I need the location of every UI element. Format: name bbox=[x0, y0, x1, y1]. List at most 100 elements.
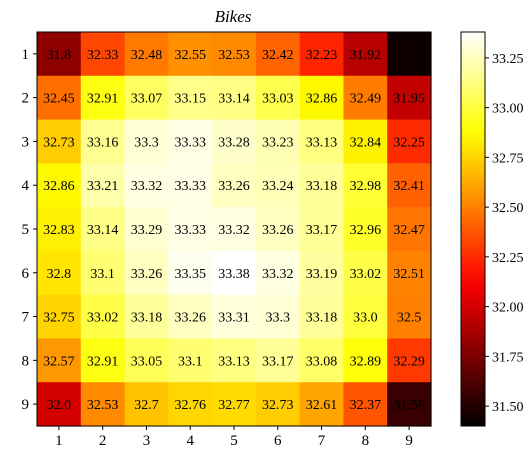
cell-label-r8-c6: 33.17 bbox=[262, 354, 294, 369]
heatmap-cell-r1-c3 bbox=[124, 32, 169, 77]
heatmap-cell-r9-c5 bbox=[212, 382, 257, 427]
heatmap-cell-r9-c1 bbox=[37, 382, 82, 427]
heatmap-cell-r5-c7 bbox=[299, 207, 345, 252]
heatmap-cell-r8-c6 bbox=[255, 338, 301, 383]
colorbar-tick-label-6: 32.75 bbox=[492, 151, 524, 166]
cell-label-r7-c7: 33.18 bbox=[306, 311, 338, 326]
cell-label-r5-c4: 33.33 bbox=[174, 223, 206, 238]
heatmap-cell-r6-c1 bbox=[37, 250, 82, 296]
cell-label-r3-c1: 32.73 bbox=[43, 135, 75, 150]
heatmap-cell-r7-c5 bbox=[212, 294, 257, 340]
heatmap-cell-r8-c1 bbox=[37, 338, 82, 383]
y-tick-label-5: 5 bbox=[22, 222, 30, 238]
cell-label-r9-c3: 32.7 bbox=[134, 398, 159, 413]
heatmap-cell-r2-c8 bbox=[343, 75, 388, 121]
cell-label-r9-c7: 32.61 bbox=[306, 398, 338, 413]
cell-label-r1-c5: 32.53 bbox=[218, 48, 250, 63]
heatmap-cell-r3-c9 bbox=[387, 119, 432, 164]
colorbar-tick-label-5: 32.50 bbox=[492, 201, 524, 216]
cell-label-r2-c8: 32.49 bbox=[350, 92, 382, 107]
colorbar bbox=[460, 31, 486, 427]
cell-label-r3-c6: 33.23 bbox=[262, 135, 294, 150]
heatmap-cell-r9-c8 bbox=[343, 382, 388, 427]
heatmap-cell-r2-c7 bbox=[299, 75, 345, 121]
cell-label-r8-c4: 33.1 bbox=[178, 354, 203, 369]
cell-label-r4-c9: 32.41 bbox=[393, 179, 425, 194]
x-tick-label-8: 8 bbox=[362, 433, 370, 449]
heatmap-cell-r2-c4 bbox=[168, 75, 213, 121]
cell-label-r2-c2: 32.91 bbox=[87, 92, 119, 107]
cell-label-r2-c3: 33.07 bbox=[131, 92, 163, 107]
heatmap-cell-r7-c9 bbox=[387, 294, 432, 340]
heatmap-cell-r3-c4 bbox=[168, 119, 213, 164]
cell-label-r4-c2: 33.21 bbox=[87, 179, 119, 194]
heatmap-cell-r3-c1 bbox=[37, 119, 82, 164]
heatmap-cell-r2-c1 bbox=[37, 75, 82, 121]
x-tick-label-9: 9 bbox=[405, 433, 413, 449]
heatmap-cell-r6-c8 bbox=[343, 250, 388, 296]
cell-label-r7-c1: 32.75 bbox=[43, 311, 75, 326]
cell-label-r3-c2: 33.16 bbox=[87, 135, 119, 150]
cell-label-r4-c7: 33.18 bbox=[306, 179, 338, 194]
heatmap-cell-r8-c2 bbox=[80, 338, 126, 383]
cell-label-r5-c2: 33.14 bbox=[87, 223, 119, 238]
cell-label-r1-c7: 32.23 bbox=[306, 48, 338, 63]
heatmap-cell-r7-c6 bbox=[255, 294, 301, 340]
cell-label-r9-c4: 32.76 bbox=[174, 398, 206, 413]
heatmap-cell-r1-c1 bbox=[37, 32, 82, 77]
heatmap-cell-r4-c5 bbox=[212, 163, 257, 208]
cell-label-r6-c6: 33.32 bbox=[262, 267, 294, 282]
heatmap-cell-r3-c2 bbox=[80, 119, 126, 164]
colorbar-tick-label-3: 32.00 bbox=[492, 301, 524, 316]
cell-label-r1-c4: 32.55 bbox=[174, 48, 206, 63]
cell-label-r8-c5: 33.13 bbox=[218, 354, 250, 369]
heatmap-cell-r9-c3 bbox=[124, 382, 169, 427]
heatmap-cell-r4-c4 bbox=[168, 163, 213, 208]
heatmap-cell-r5-c5 bbox=[212, 207, 257, 252]
cell-label-r4-c5: 33.26 bbox=[218, 179, 250, 194]
cell-label-r8-c1: 32.57 bbox=[43, 354, 75, 369]
heatmap-cell-r7-c2 bbox=[80, 294, 126, 340]
chart-title: Bikes bbox=[215, 7, 252, 26]
y-tick-label-4: 4 bbox=[22, 178, 30, 194]
cell-label-r9-c2: 32.53 bbox=[87, 398, 119, 413]
heatmap-cell-r5-c1 bbox=[37, 207, 82, 252]
cell-label-r6-c5: 33.38 bbox=[218, 267, 250, 282]
x-tick-label-2: 2 bbox=[99, 433, 107, 449]
heatmap-cell-r9-c2 bbox=[80, 382, 126, 427]
cell-label-r6-c1: 32.8 bbox=[47, 267, 72, 282]
heatmap-cell-r1-c9 bbox=[387, 32, 432, 77]
colorbar-axis: 31.50 31.75 32.00 32.25 32.50 32.75 33.00 33.25 bbox=[485, 52, 524, 415]
heatmap-cell-r1-c4 bbox=[168, 32, 213, 77]
y-tick-label-9: 9 bbox=[22, 397, 30, 413]
heatmap-cell-r3-c8 bbox=[343, 119, 388, 164]
cell-label-r4-c4: 33.33 bbox=[174, 179, 206, 194]
cell-label-r2-c7: 32.86 bbox=[306, 92, 338, 107]
heatmap-cell-r8-c4 bbox=[168, 338, 213, 383]
heatmap-cell-r4-c8 bbox=[343, 163, 388, 208]
heatmap-cell-r3-c3 bbox=[124, 119, 169, 164]
heatmap-cell-r2-c5 bbox=[212, 75, 257, 121]
cell-label-r6-c3: 33.26 bbox=[131, 267, 163, 282]
y-tick-label-3: 3 bbox=[22, 134, 30, 150]
y-tick-label-8: 8 bbox=[22, 353, 30, 369]
cell-label-r5-c8: 32.96 bbox=[350, 223, 382, 238]
heatmap-cell-r1-c5 bbox=[212, 32, 257, 77]
cell-label-r2-c4: 33.15 bbox=[174, 92, 206, 107]
x-tick-label-5: 5 bbox=[230, 433, 238, 449]
heatmap-cell-r5-c4 bbox=[168, 207, 213, 252]
y-tick-label-1: 1 bbox=[22, 47, 30, 63]
heatmap-cell-r9-c7 bbox=[299, 382, 345, 427]
cell-label-r4-c3: 33.32 bbox=[131, 179, 163, 194]
heatmap-cell-r8-c3 bbox=[124, 338, 169, 383]
heatmap-cell-r5-c3 bbox=[124, 207, 169, 252]
heatmap-cell-r5-c2 bbox=[80, 207, 126, 252]
heatmap-cell-r4-c7 bbox=[299, 163, 345, 208]
cell-label-r6-c8: 33.02 bbox=[350, 267, 382, 282]
x-tick-label-6: 6 bbox=[274, 433, 282, 449]
heatmap-cell-r8-c5 bbox=[212, 338, 257, 383]
cell-label-r1-c1: 31.8 bbox=[47, 48, 72, 63]
heatmap-cell-r9-c6 bbox=[255, 382, 301, 427]
cell-label-r5-c3: 33.29 bbox=[131, 223, 163, 238]
cell-label-r5-c6: 33.26 bbox=[262, 223, 294, 238]
